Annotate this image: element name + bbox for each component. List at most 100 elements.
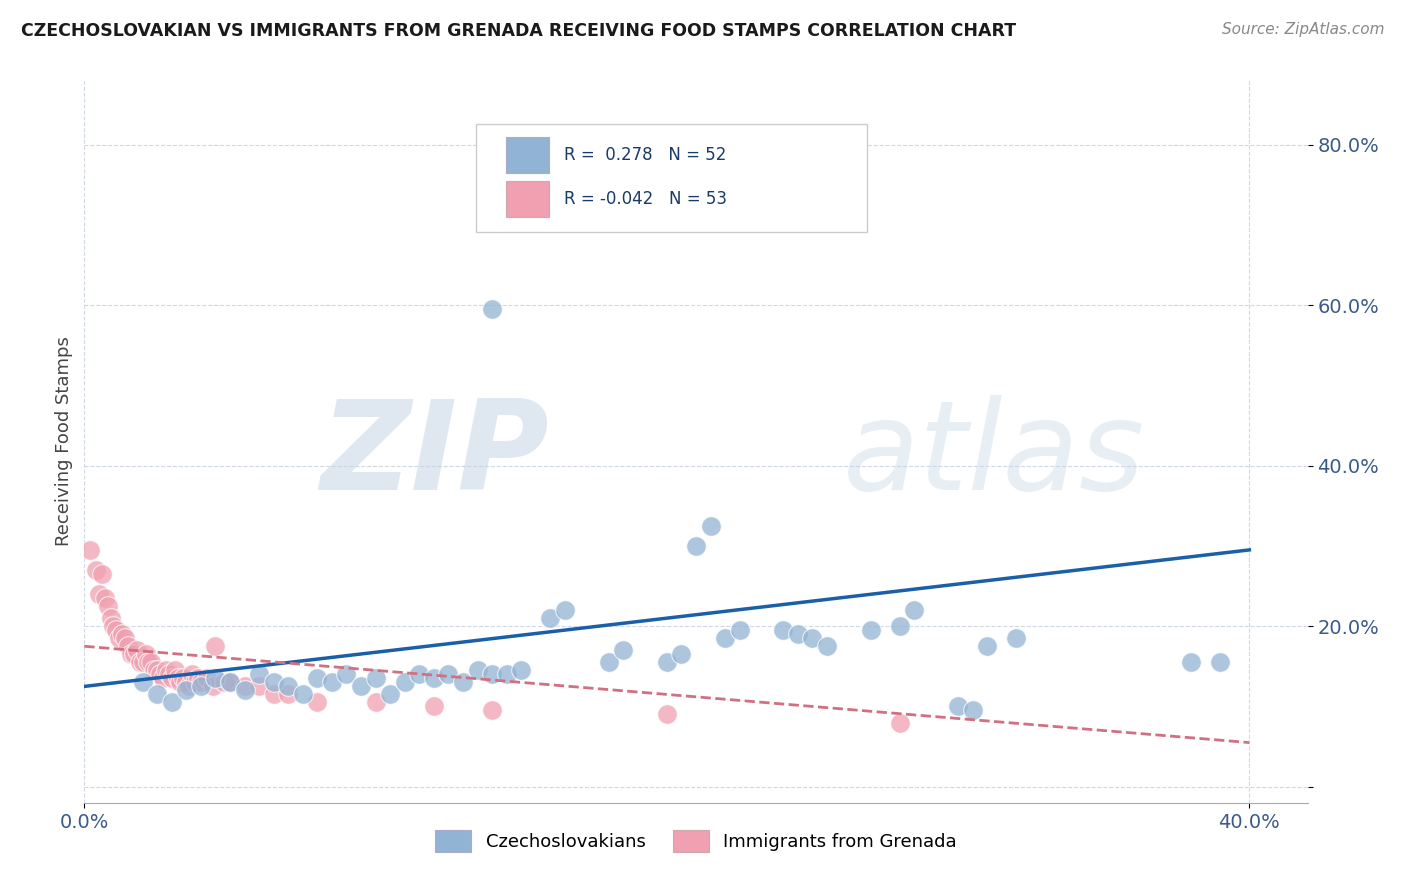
Point [120,648,142,662]
Point [138,655,160,669]
Point [889,619,911,633]
Point [495,667,517,681]
Point [122,648,145,662]
Point [146,687,169,701]
Legend: Czechoslovakians, Immigrants from Grenada: Czechoslovakians, Immigrants from Grenad… [427,822,965,859]
Point [152,671,174,685]
Point [481,667,503,681]
Point [903,603,925,617]
Point [423,671,446,685]
Point [219,675,242,690]
Point [728,623,751,637]
Point [201,680,224,694]
Point [467,664,489,678]
Point [141,655,163,669]
Point [335,667,357,681]
Point [93,591,115,606]
Point [143,664,166,678]
Point [277,687,299,701]
Point [187,671,209,685]
Point [263,675,285,690]
Point [976,639,998,653]
Point [87,587,110,601]
Text: ZIP: ZIP [321,395,550,516]
Point [437,667,460,681]
Point [128,655,150,669]
Point [146,664,169,678]
Point [263,687,285,701]
Point [160,671,183,685]
Point [1180,655,1202,669]
Point [131,655,153,669]
Point [111,627,134,641]
Point [174,683,197,698]
Point [946,699,969,714]
Point [538,611,561,625]
Point [307,671,329,685]
Point [364,671,387,685]
Point [219,675,242,690]
Bar [506,181,550,218]
Y-axis label: Receiving Food Stamps: Receiving Food Stamps [55,336,73,547]
Point [380,687,402,701]
Point [481,301,503,317]
Point [801,632,824,646]
Point [394,675,416,690]
Point [169,675,191,690]
Point [157,667,180,681]
Point [291,687,314,701]
Point [1005,632,1028,646]
Point [598,655,620,669]
Point [685,539,707,553]
Point [307,696,329,710]
Text: CZECHOSLOVAKIAN VS IMMIGRANTS FROM GRENADA RECEIVING FOOD STAMPS CORRELATION CHA: CZECHOSLOVAKIAN VS IMMIGRANTS FROM GRENA… [21,22,1017,40]
Point [114,632,136,646]
Point [108,632,131,646]
Point [190,680,212,694]
Point [100,611,122,625]
Point [135,648,157,662]
Text: R =  0.278   N = 52: R = 0.278 N = 52 [564,146,727,164]
Point [181,667,204,681]
Point [1209,655,1232,669]
Point [179,680,201,694]
Point [125,643,148,657]
Point [815,639,838,653]
Point [155,664,177,678]
Point [204,639,226,653]
Point [90,567,112,582]
Point [408,667,430,681]
Point [247,667,270,681]
Point [655,707,678,722]
Point [212,675,235,690]
Point [149,667,172,681]
Point [97,599,120,614]
Point [787,627,810,641]
Point [772,623,794,637]
Point [481,703,503,717]
Point [117,639,139,653]
Point [79,542,101,557]
Point [103,619,125,633]
Point [233,683,256,698]
Point [889,715,911,730]
Point [510,664,533,678]
Text: R = -0.042   N = 53: R = -0.042 N = 53 [564,190,727,208]
Point [233,680,256,694]
Point [671,648,693,662]
Point [166,671,188,685]
Point [451,675,474,690]
Point [195,671,218,685]
Point [172,671,194,685]
Point [204,671,226,685]
Point [859,623,882,637]
Point [174,675,197,690]
Point [714,632,737,646]
Point [184,675,207,690]
Point [699,518,721,533]
Point [655,655,678,669]
Point [131,675,153,690]
Point [84,563,107,577]
Point [190,675,212,690]
Point [962,703,984,717]
